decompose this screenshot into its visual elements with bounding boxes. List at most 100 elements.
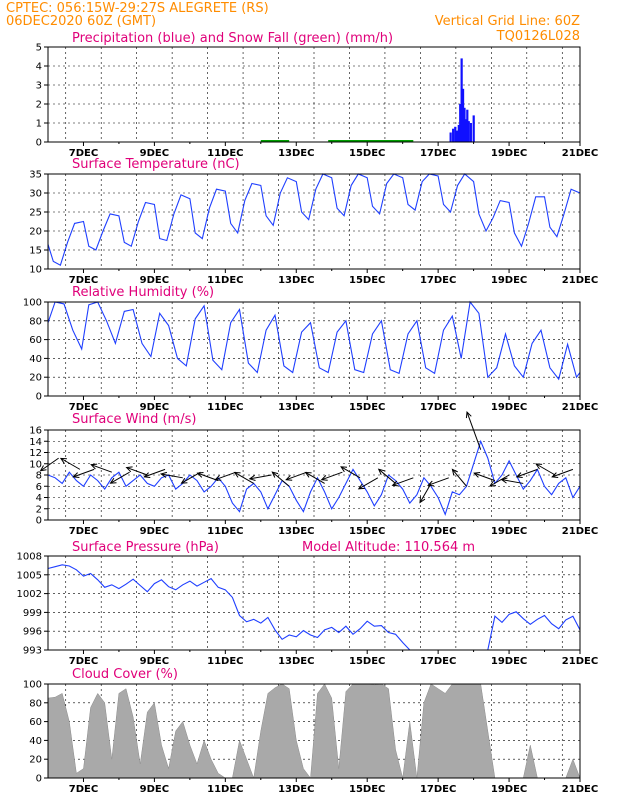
wind-vector-head bbox=[473, 472, 481, 478]
precip-bar bbox=[467, 121, 470, 142]
x-tick-label: 7DEC bbox=[69, 526, 98, 537]
x-tick-label: 21DEC bbox=[562, 402, 598, 413]
panel-precip: 0 1 2 3 4 5 7DEC 9DEC 11DEC 13DEC 15DEC 17DEC 19DEC 2… bbox=[36, 31, 599, 159]
y-tick-label: 60 bbox=[29, 335, 42, 346]
y-tick-label: 2 bbox=[36, 504, 42, 515]
wind-vector-head bbox=[427, 480, 435, 487]
x-tick-label: 13DEC bbox=[278, 275, 314, 286]
series-line-rh bbox=[47, 300, 581, 381]
x-tick-label: 9DEC bbox=[140, 402, 169, 413]
precip-bar bbox=[461, 88, 465, 142]
wind-vector-head bbox=[304, 471, 312, 478]
precip-bar bbox=[466, 109, 469, 142]
y-tick-label: 5 bbox=[36, 43, 42, 54]
wind-vector-head bbox=[125, 466, 133, 473]
y-tick-label: 100 bbox=[23, 298, 42, 309]
wind-vector bbox=[474, 472, 496, 482]
y-tick-label: 20 bbox=[29, 373, 42, 384]
x-tick-label: 19DEC bbox=[491, 784, 527, 795]
x-tick-label: 21DEC bbox=[562, 526, 598, 537]
panel-title-precip: Precipitation (blue) and Snow Fall (gree… bbox=[72, 31, 393, 46]
wind-vector bbox=[286, 471, 308, 481]
panel-subtitle-pressure: Model Altitude: 110.564 m bbox=[302, 540, 475, 555]
y-tick-label: 12 bbox=[29, 448, 42, 459]
wind-vector bbox=[466, 411, 482, 450]
y-tick-label: 10 bbox=[29, 265, 42, 276]
y-tick-label: 0 bbox=[36, 516, 42, 527]
x-tick-label: 17DEC bbox=[420, 526, 456, 537]
x-tick-label: 15DEC bbox=[349, 148, 385, 159]
plot-frame bbox=[47, 301, 581, 397]
x-tick-label: 15DEC bbox=[349, 526, 385, 537]
x-tick-label: 21DEC bbox=[562, 275, 598, 286]
wind-vector bbox=[60, 457, 81, 470]
wind-vector-head bbox=[196, 472, 204, 478]
x-tick-label: 11DEC bbox=[207, 275, 243, 286]
wind-vector-head bbox=[357, 483, 365, 490]
x-tick-label: 15DEC bbox=[349, 275, 385, 286]
wind-vector bbox=[321, 471, 343, 481]
wind-vector bbox=[215, 471, 237, 481]
wind-vector-head bbox=[465, 411, 472, 419]
wind-vector-head bbox=[500, 477, 508, 484]
x-tick-label: 21DEC bbox=[562, 148, 598, 159]
wind-vector bbox=[110, 471, 130, 484]
wind-vector bbox=[144, 468, 166, 478]
x-tick-label: 9DEC bbox=[140, 148, 169, 159]
x-tick-label: 13DEC bbox=[278, 402, 314, 413]
y-tick-label: 80 bbox=[29, 698, 42, 709]
wind-vector-head bbox=[90, 463, 98, 470]
panel-temp: 10 15 20 25 30 35 7DEC 9DEC 11DEC 13DEC 15DEC 17DEC… bbox=[29, 157, 598, 286]
y-tick-label: 30 bbox=[29, 189, 42, 200]
x-tick-label: 11DEC bbox=[207, 402, 243, 413]
wind-vector-head bbox=[551, 472, 559, 478]
wind-vector bbox=[73, 468, 95, 478]
plot-frame bbox=[47, 683, 581, 779]
header-location: CPTEC: 056:15W-29:27S ALEGRETE (RS) bbox=[6, 1, 269, 16]
x-tick-label: 15DEC bbox=[349, 656, 385, 667]
wind-vector bbox=[419, 483, 432, 503]
header-grid-note: Vertical Grid Line: 60Z bbox=[435, 14, 580, 29]
y-tick-label: 25 bbox=[29, 208, 42, 219]
panel-rh: 0 20 40 60 80 100 7DEC 9DEC 11DEC 13DEC 15DEC 17DEC… bbox=[23, 285, 598, 413]
plot-frame bbox=[47, 46, 581, 143]
header-run-time: 06DEC2020 60Z (GMT) bbox=[6, 14, 156, 29]
x-tick-label: 15DEC bbox=[349, 402, 385, 413]
x-tick-label: 11DEC bbox=[207, 148, 243, 159]
wind-vector bbox=[271, 471, 290, 487]
wind-vector bbox=[516, 468, 538, 478]
wind-vector-head bbox=[489, 480, 497, 487]
x-tick-label: 9DEC bbox=[140, 656, 169, 667]
precip-bar bbox=[459, 104, 462, 142]
wind-vector-head bbox=[109, 477, 117, 484]
y-tick-label: 8 bbox=[36, 471, 42, 482]
x-tick-label: 17DEC bbox=[420, 148, 456, 159]
wind-vector bbox=[40, 457, 59, 472]
y-tick-label: 16 bbox=[29, 426, 42, 437]
precip-bar bbox=[449, 132, 452, 142]
x-tick-label: 19DEC bbox=[491, 402, 527, 413]
panel-title-temp: Surface Temperature (nC) bbox=[72, 157, 240, 172]
wind-vector-head bbox=[340, 466, 348, 473]
wind-vector bbox=[234, 472, 254, 484]
y-tick-label: 100 bbox=[23, 680, 42, 691]
y-tick-label: 35 bbox=[29, 170, 42, 181]
y-tick-label: 3 bbox=[36, 81, 42, 92]
precip-bar bbox=[452, 128, 455, 142]
x-tick-label: 7DEC bbox=[69, 656, 98, 667]
wind-vector bbox=[535, 463, 556, 476]
x-tick-label: 19DEC bbox=[491, 526, 527, 537]
x-tick-label: 17DEC bbox=[420, 784, 456, 795]
x-tick-label: 17DEC bbox=[420, 656, 456, 667]
header-code: TQ0126L028 bbox=[496, 29, 580, 44]
wind-vector bbox=[552, 468, 574, 478]
x-tick-label: 13DEC bbox=[278, 656, 314, 667]
precip-bar bbox=[460, 58, 463, 142]
y-tick-label: 40 bbox=[29, 354, 42, 365]
y-tick-label: 20 bbox=[29, 755, 42, 766]
y-tick-label: 2 bbox=[36, 100, 42, 111]
x-tick-label: 13DEC bbox=[278, 148, 314, 159]
plot-frame bbox=[47, 555, 581, 651]
y-tick-label: 6 bbox=[36, 482, 42, 493]
y-tick-label: 20 bbox=[29, 227, 42, 238]
